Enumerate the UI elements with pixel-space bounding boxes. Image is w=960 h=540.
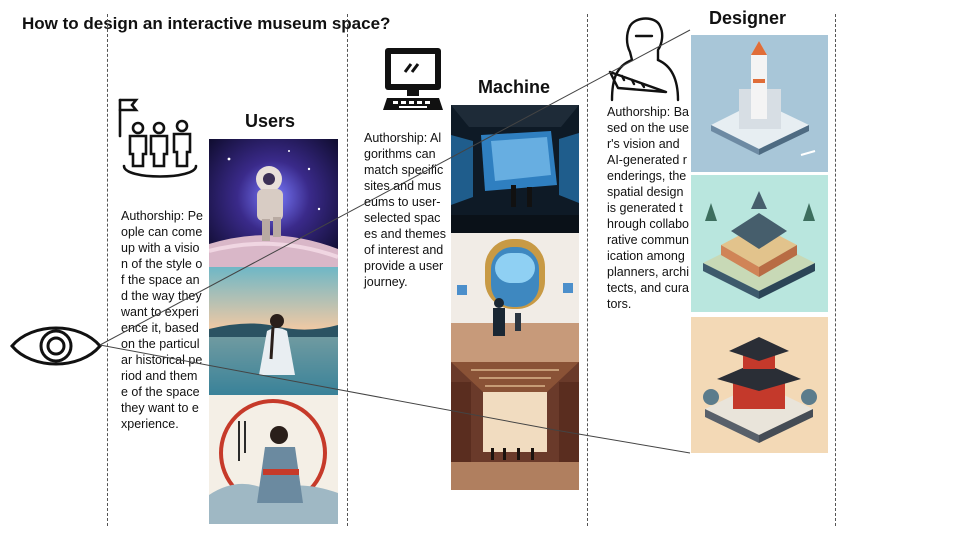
immersive-gallery-image xyxy=(451,105,579,233)
users-authorship-text: Authorship: People can come up with a vi… xyxy=(121,209,203,431)
column-divider xyxy=(107,14,108,526)
pagoda-isometric-image xyxy=(691,317,828,453)
machine-authorship-text: Authorship: Algorithms can match specifi… xyxy=(364,131,446,289)
rocket-isometric-image xyxy=(691,35,828,172)
palace-isometric-image xyxy=(691,175,828,312)
page-title: How to design an interactive museum spac… xyxy=(22,14,391,33)
designer-authorship-text: Authorship: Based on the user's vision a… xyxy=(607,105,690,311)
eye-icon xyxy=(10,318,102,374)
column-divider xyxy=(587,14,588,526)
computer-icon xyxy=(383,46,443,112)
users-heading: Users xyxy=(245,111,296,131)
astronaut-image xyxy=(209,139,338,267)
grand-hall-image xyxy=(451,362,579,490)
designer-with-ruler-icon xyxy=(606,14,684,102)
column-divider xyxy=(835,14,836,526)
column-divider xyxy=(347,14,348,526)
designer-heading: Designer xyxy=(709,8,787,28)
machine-heading: Machine xyxy=(478,77,551,97)
people-group-icon xyxy=(116,96,202,182)
warrior-painting-image xyxy=(209,395,338,524)
woman-lake-image xyxy=(209,267,338,395)
museum-corridor-image xyxy=(451,233,579,362)
